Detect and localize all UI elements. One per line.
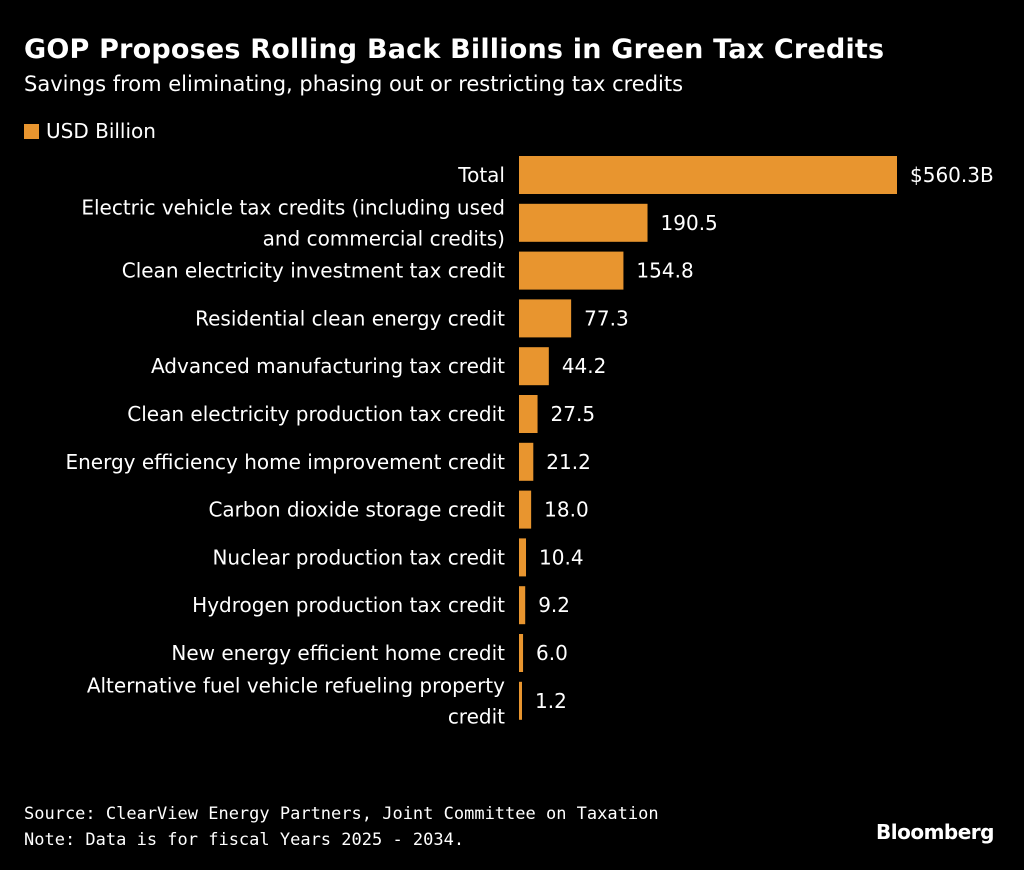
bar-clean-electricity-production-tax-credit — [519, 395, 538, 433]
bar-nuclear-production-tax-credit — [519, 538, 527, 577]
bar-carbon-dioxide-storage-credit — [519, 490, 532, 529]
category-label-energy-efficiency-home-improvement-credit: Energy efficiency home improvement credi… — [65, 450, 505, 474]
footer: Source: ClearView Energy Partners, Joint… — [24, 801, 659, 853]
bar-residential-clean-energy-credit — [519, 299, 572, 338]
bar-clean-electricity-investment-tax-credit — [519, 251, 624, 290]
category-label-electric-vehicle-tax-credits-including-used-and-commercial-credits-line-2: and commercial credits) — [263, 226, 505, 250]
category-label-nuclear-production-tax-credit: Nuclear production tax credit — [212, 545, 505, 569]
category-label-residential-clean-energy-credit: Residential clean energy credit — [195, 306, 505, 330]
bar-hydrogen-production-tax-credit — [519, 586, 526, 625]
bar-new-energy-efficient-home-credit — [519, 634, 524, 672]
category-label-new-energy-efficient-home-credit: New energy efficient home credit — [171, 641, 505, 665]
category-label-total: Total — [457, 163, 505, 187]
category-label-clean-electricity-investment-tax-credit: Clean electricity investment tax credit — [122, 259, 505, 283]
chart-subtitle: Savings from eliminating, phasing out or… — [24, 72, 684, 96]
bar-advanced-manufacturing-tax-credit — [519, 347, 549, 386]
value-label-new-energy-efficient-home-credit: 6.0 — [536, 641, 568, 665]
bar-energy-efficiency-home-improvement-credit — [519, 442, 534, 481]
category-label-electric-vehicle-tax-credits-including-used-and-commercial-credits-line-1: Electric vehicle tax credits (including … — [81, 195, 505, 219]
value-label-hydrogen-production-tax-credit: 9.2 — [538, 593, 570, 617]
category-label-alternative-fuel-vehicle-refueling-property-credit-line-1: Alternative fuel vehicle refueling prope… — [87, 673, 505, 697]
value-label-total: $560.3B — [910, 163, 994, 187]
category-label-clean-electricity-production-tax-credit: Clean electricity production tax credit — [127, 402, 505, 426]
chart-title: GOP Proposes Rolling Back Billions in Gr… — [24, 34, 885, 65]
category-label-alternative-fuel-vehicle-refueling-property-credit-line-2: credit — [448, 704, 505, 728]
bar-electric-vehicle-tax-credits-including-used-and-commercial-credits — [519, 203, 648, 242]
legend-label: USD Billion — [46, 119, 156, 143]
value-label-advanced-manufacturing-tax-credit: 44.2 — [562, 354, 607, 378]
value-label-electric-vehicle-tax-credits-including-used-and-commercial-credits: 190.5 — [661, 211, 718, 235]
value-label-nuclear-production-tax-credit: 10.4 — [539, 545, 584, 569]
bar-total — [519, 156, 897, 194]
category-label-advanced-manufacturing-tax-credit: Advanced manufacturing tax credit — [151, 354, 505, 378]
value-label-carbon-dioxide-storage-credit: 18.0 — [544, 498, 589, 522]
value-label-clean-electricity-investment-tax-credit: 154.8 — [636, 259, 693, 283]
source-note: Source: ClearView Energy Partners, Joint… — [24, 804, 659, 824]
category-label-carbon-dioxide-storage-credit: Carbon dioxide storage credit — [208, 498, 505, 522]
bar-chart: $560.3B Total 190.5 Electric vehicle tax cr… — [65, 156, 994, 728]
category-label-hydrogen-production-tax-credit: Hydrogen production tax credit — [192, 593, 505, 617]
legend: USD Billion — [24, 119, 156, 143]
value-label-alternative-fuel-vehicle-refueling-property-credit: 1.2 — [535, 689, 567, 713]
value-label-clean-electricity-production-tax-credit: 27.5 — [551, 402, 596, 426]
value-label-energy-efficiency-home-improvement-credit: 21.2 — [546, 450, 591, 474]
data-note: Note: Data is for fiscal Years 2025 - 20… — [24, 830, 465, 850]
value-label-residential-clean-energy-credit: 77.3 — [584, 306, 629, 330]
legend-swatch — [24, 123, 39, 139]
bloomberg-logo: Bloomberg — [876, 820, 994, 844]
bar-alternative-fuel-vehicle-refueling-property-credit — [519, 681, 522, 720]
